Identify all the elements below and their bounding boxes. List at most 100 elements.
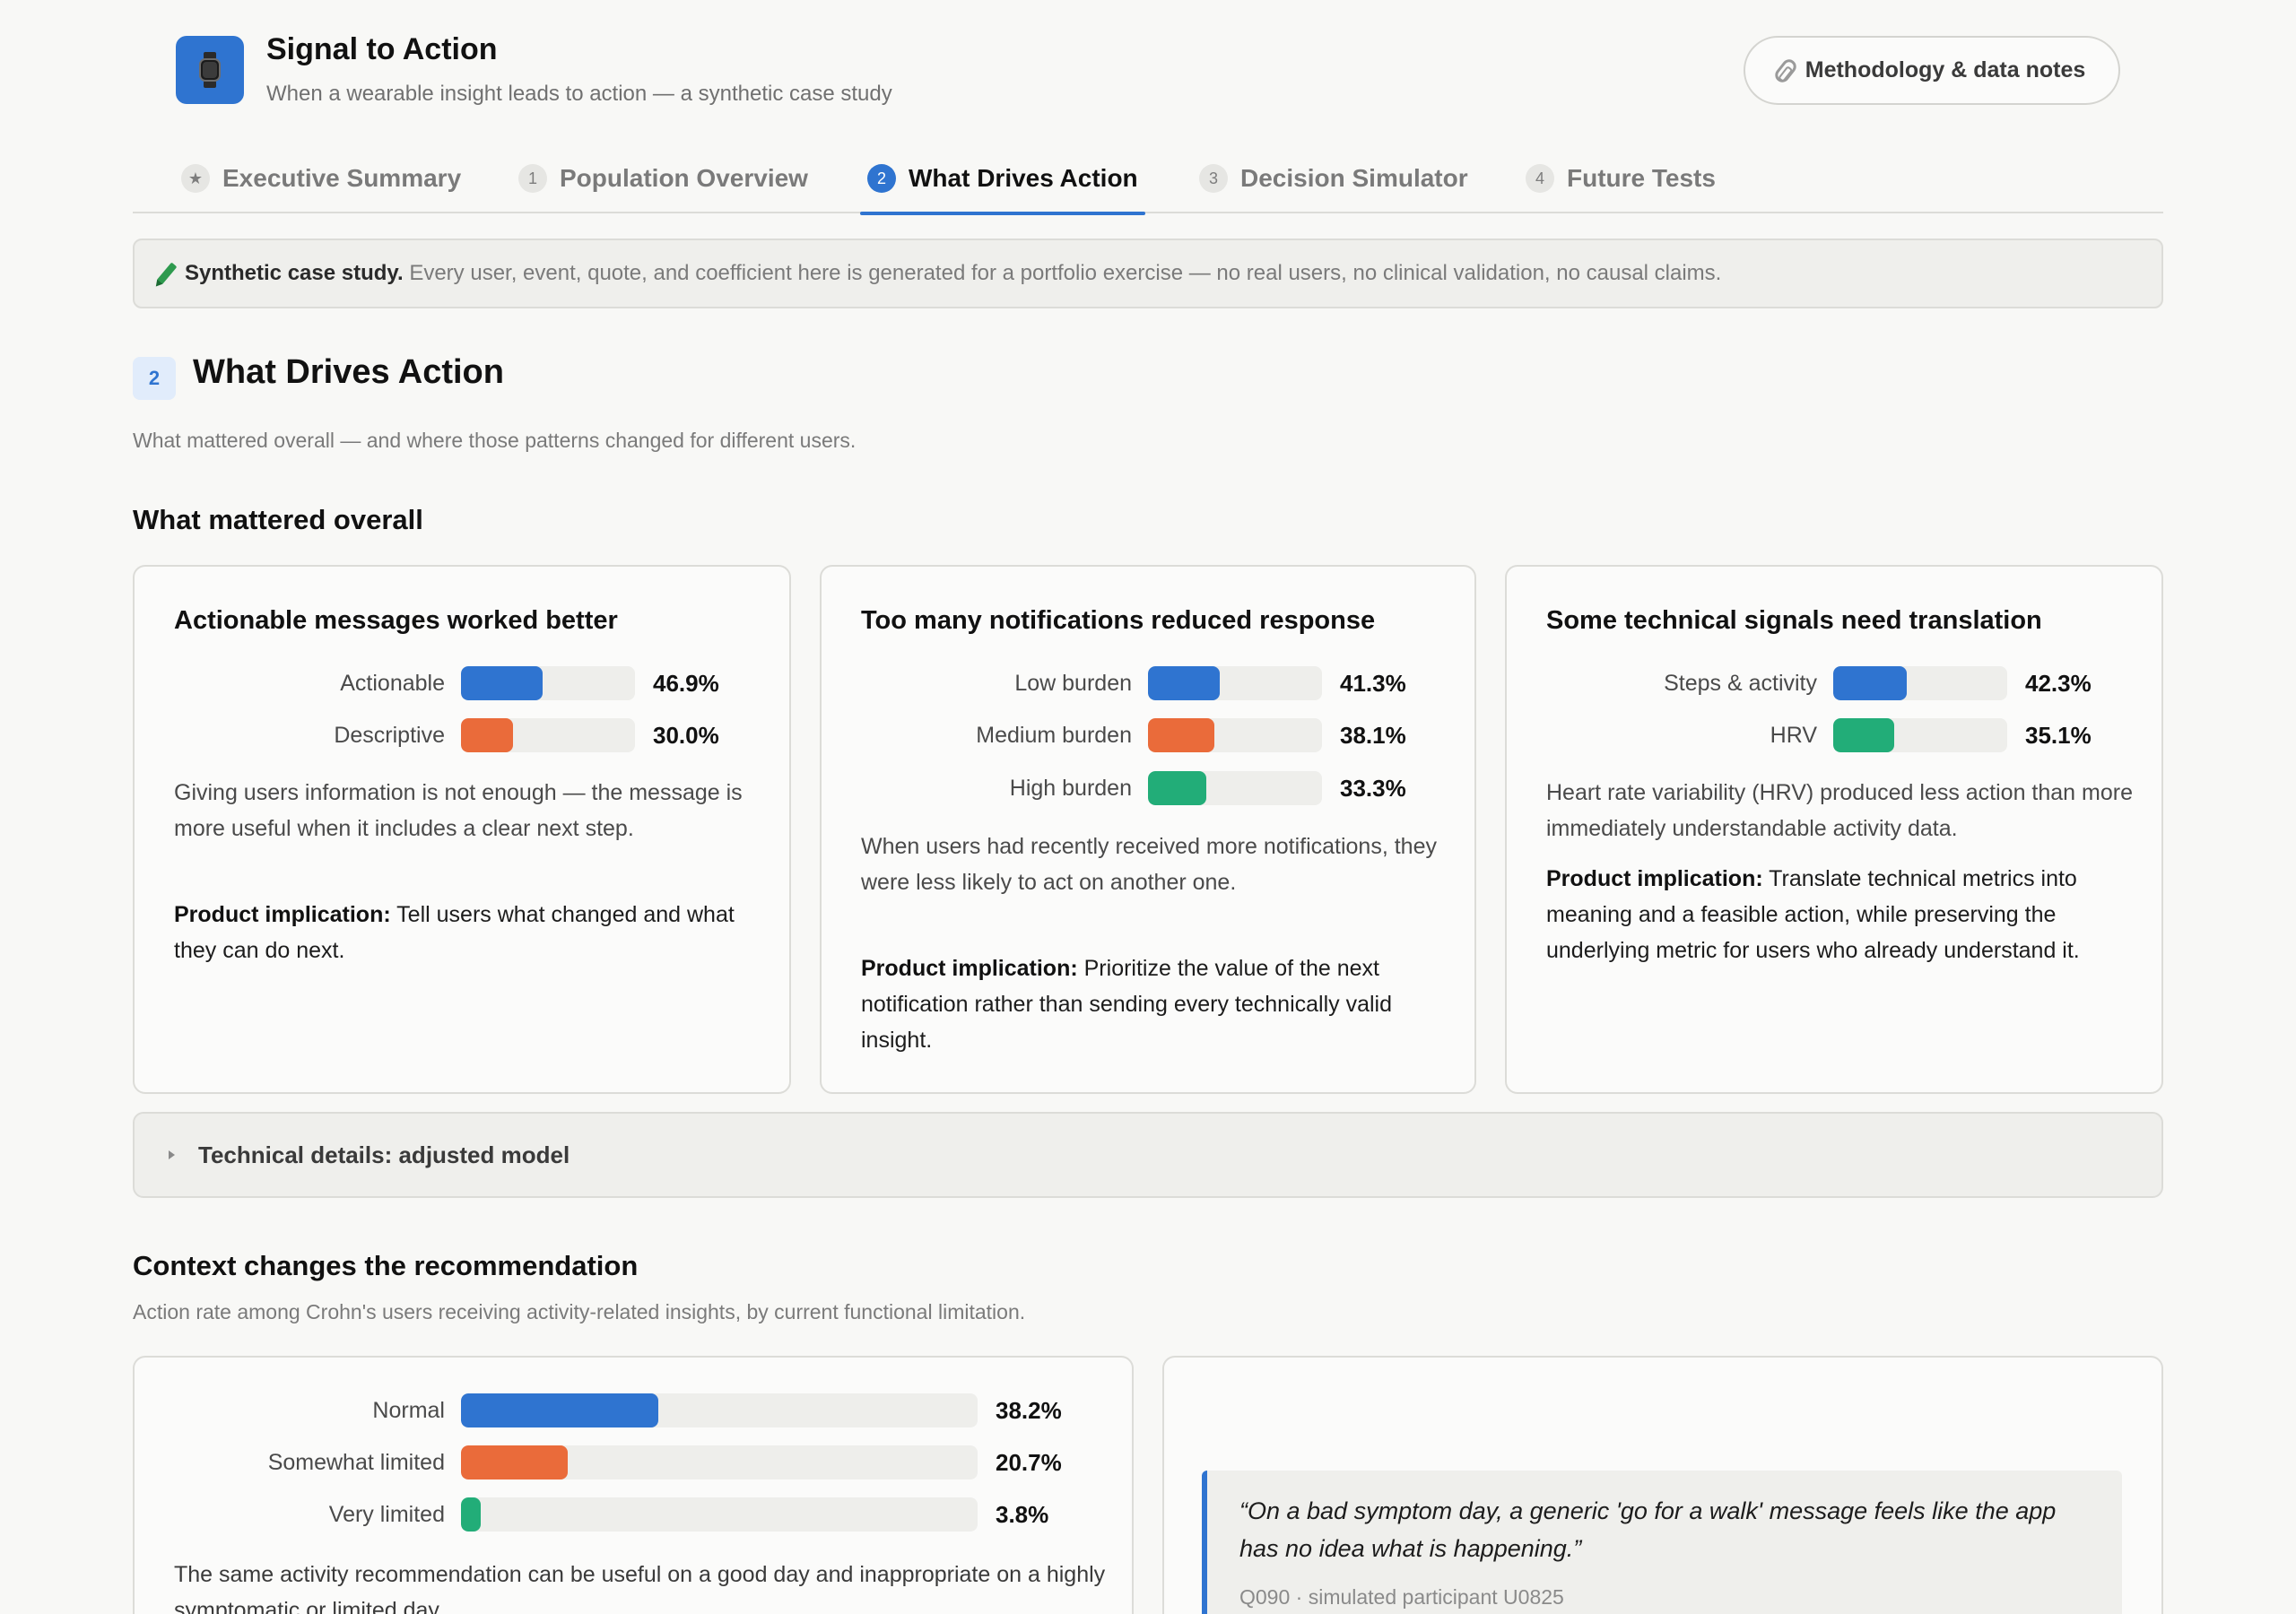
bar-row: Somewhat limited [135, 1445, 673, 1480]
bar-fill-steps-activity [1833, 666, 1908, 700]
app-logo [176, 36, 244, 104]
participant-quote: “On a bad symptom day, a generic 'go for… [1202, 1471, 2122, 1614]
bar-value: 42.3% [2025, 670, 2092, 697]
bar-track [461, 718, 635, 752]
tab-label: What Drives Action [909, 164, 1138, 192]
implication-text: Translate technical metrics into meaning… [1546, 866, 2080, 963]
bar-value: 38.1% [1340, 722, 1406, 749]
bar-fill-somewhat-limited [461, 1445, 569, 1480]
bar-label: HRV [1770, 723, 1817, 748]
bar-label: Steps & activity [1664, 671, 1817, 696]
section-title: What Drives Action [193, 353, 504, 391]
bar-value: 3.8% [996, 1501, 1049, 1528]
implication-label: Product implication: [1546, 866, 1763, 891]
bar-label: Low burden [1014, 671, 1132, 696]
bar-row: HRV [1507, 718, 2045, 752]
card-description: Giving users information is not enough —… [174, 780, 743, 841]
card-title: Some technical signals need translation [1546, 606, 2042, 635]
bar-label: Actionable [340, 671, 445, 696]
bar-fill-low-burden [1148, 666, 1221, 700]
bar-track [1148, 771, 1322, 805]
caret-right-icon [169, 1150, 175, 1159]
card-actionable: Actionable messages worked better Action… [133, 565, 791, 1094]
bar-fill-hrv [1833, 718, 1895, 752]
bar-fill-high-burden [1148, 771, 1206, 805]
overall-heading: What mattered overall [133, 504, 423, 535]
star-icon: ★ [181, 164, 210, 193]
bar-fill-descriptive [461, 718, 514, 752]
bar-label: High burden [1009, 776, 1132, 801]
bar-value: 46.9% [653, 670, 719, 697]
bar-fill-medium-burden [1148, 718, 1214, 752]
card-technical-signals: Some technical signals need translation … [1505, 565, 2163, 1094]
quote-text: “On a bad symptom day, a generic 'go for… [1239, 1497, 2057, 1562]
methodology-label: Methodology & data notes [1805, 57, 2086, 82]
bar-track [461, 1445, 978, 1480]
card-notifications: Too many notifications reduced response … [820, 565, 1476, 1094]
bar-value: 38.2% [996, 1397, 1062, 1424]
tab-bar: ★ Executive Summary 1 Population Overvie… [133, 143, 2163, 215]
bar-track [461, 1393, 978, 1427]
bar-label: Normal [372, 1398, 445, 1423]
bar-track [461, 666, 635, 700]
bar-row: Medium burden [822, 718, 1360, 752]
bar-track [461, 1497, 978, 1532]
card-description: When users had recently received more no… [861, 834, 1437, 895]
tab-label: Future Tests [1567, 164, 1716, 192]
bar-value: 20.7% [996, 1449, 1062, 1476]
implication-text: Tell users what changed and what they ca… [174, 902, 735, 963]
bar-row: Low burden [822, 666, 1360, 700]
context-chart-card: Normal 38.2% Somewhat limited 20.7% Very… [133, 1356, 1134, 1614]
app-subtitle: When a wearable insight leads to action … [266, 82, 892, 106]
tab-decision-simulator[interactable]: 3 Decision Simulator [1199, 143, 1468, 213]
bar-track [1148, 666, 1322, 700]
details-label: Technical details: adjusted model [198, 1141, 570, 1168]
context-heading: Context changes the recommendation [133, 1250, 639, 1281]
bar-track [1833, 666, 2007, 700]
tab-what-drives-action[interactable]: 2 What Drives Action [860, 143, 1145, 215]
card-implication: Product implication: Prioritize the valu… [861, 950, 1453, 1058]
bar-row: Normal [135, 1393, 673, 1427]
bar-track [1148, 718, 1322, 752]
bar-value: 35.1% [2025, 722, 2092, 749]
card-title: Too many notifications reduced response [861, 606, 1376, 635]
context-subtitle: Action rate among Crohn's users receivin… [133, 1300, 1026, 1323]
section-number-badge: 2 [133, 357, 176, 400]
tab-executive-summary[interactable]: ★ Executive Summary [181, 143, 461, 213]
quote-source: Q090 · simulated participant U0825 [1239, 1585, 1564, 1609]
tab-label: Decision Simulator [1240, 164, 1468, 192]
bar-fill-very-limited [461, 1497, 481, 1532]
bar-fill-normal [461, 1393, 659, 1427]
tab-number: 1 [518, 164, 547, 193]
tab-label: Executive Summary [222, 164, 462, 192]
tab-number: 2 [867, 164, 896, 193]
bar-row: Very limited [135, 1497, 673, 1532]
banner-bold: Synthetic case study. [185, 261, 404, 285]
implication-label: Product implication: [861, 956, 1078, 981]
implication-label: Product implication: [174, 902, 391, 927]
card-implication: Product implication: Translate technical… [1546, 861, 2138, 968]
bar-fill-actionable [461, 666, 543, 700]
technical-details-toggle[interactable]: Technical details: adjusted model [133, 1112, 2163, 1198]
watch-icon [198, 52, 222, 88]
synthetic-banner: Synthetic case study. Every user, event,… [133, 239, 2163, 308]
implication-text: Prioritize the value of the next notific… [861, 956, 1393, 1053]
methodology-button[interactable]: Methodology & data notes [1744, 36, 2120, 105]
app-title: Signal to Action [266, 32, 498, 66]
section-subtitle: What mattered overall — and where those … [133, 429, 857, 452]
bar-value: 33.3% [1340, 775, 1406, 802]
tab-number: 3 [1199, 164, 1228, 193]
card-title: Actionable messages worked better [174, 606, 618, 635]
bar-label: Medium burden [976, 723, 1132, 748]
card-description: Heart rate variability (HRV) produced le… [1546, 780, 2133, 841]
bar-row: Actionable [135, 666, 673, 700]
tab-future-tests[interactable]: 4 Future Tests [1526, 143, 1716, 213]
tab-population-overview[interactable]: 1 Population Overview [518, 143, 808, 213]
bar-label: Descriptive [334, 723, 445, 748]
banner-text: Every user, event, quote, and coefficien… [409, 261, 1722, 285]
tab-number: 4 [1526, 164, 1554, 193]
bar-row: High burden [822, 771, 1360, 805]
pencil-icon [156, 262, 178, 285]
context-description: The same activity recommendation can be … [174, 1562, 1106, 1614]
tab-label: Population Overview [560, 164, 808, 192]
